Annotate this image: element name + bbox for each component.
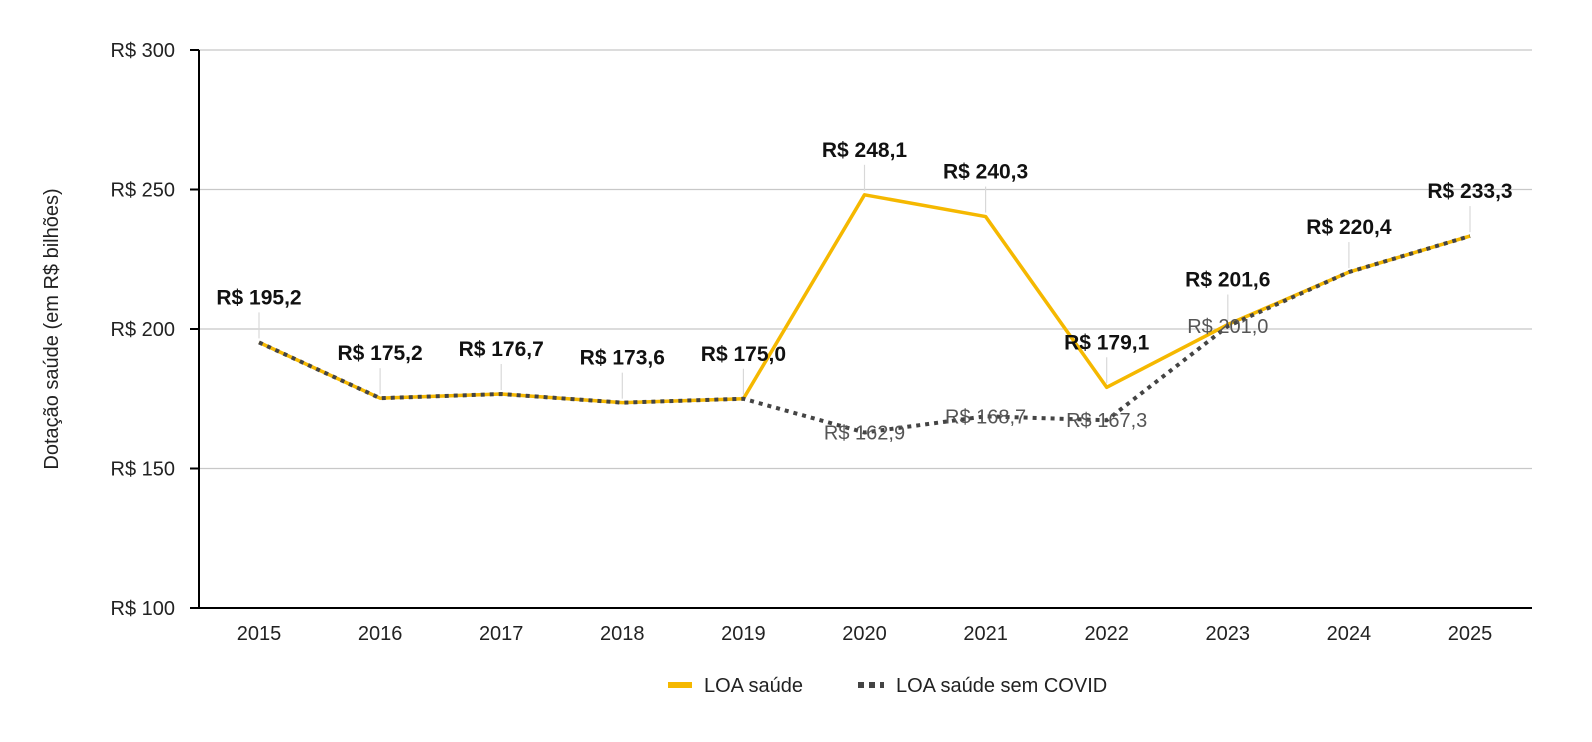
data-label-sem-covid: R$ 168,7: [945, 406, 1026, 428]
data-label: R$ 173,6: [580, 347, 665, 370]
legend-label-loa-saude-sem-covid: LOA saúde sem COVID: [896, 675, 1107, 697]
data-label: R$ 179,1: [1064, 331, 1150, 354]
y-tick-label: R$ 150: [111, 459, 176, 481]
y-tick-label: R$ 200: [111, 319, 176, 341]
axes: [198, 50, 1532, 609]
y-tick-label: R$ 250: [111, 180, 176, 202]
data-label: R$ 195,2: [216, 286, 301, 309]
x-tick-label: 2019: [721, 623, 766, 645]
data-label: R$ 201,6: [1185, 269, 1270, 292]
series-line-loa-saude-sem-covid: [258, 234, 1471, 435]
data-label: R$ 175,0: [701, 343, 786, 366]
x-tick-label: 2022: [1084, 623, 1129, 645]
data-label: R$ 248,1: [822, 139, 908, 162]
x-tick-label: 2016: [358, 623, 403, 645]
y-tick-label: R$ 300: [111, 40, 176, 62]
data-labels: R$ 195,2 R$ 175,2 R$ 176,7 R$ 173,6 R$ 175,0…: [216, 139, 1512, 445]
data-label-sem-covid: R$ 162,9: [824, 423, 905, 445]
data-label: R$ 176,7: [459, 338, 544, 361]
gridlines: [190, 49, 1532, 609]
x-tick-label: 2020: [842, 623, 887, 645]
y-tick-labels: R$ 100 R$ 150 R$ 200 R$ 250 R$ 300: [111, 40, 176, 620]
x-tick-label: 2018: [600, 623, 645, 645]
y-tick-label: R$ 100: [111, 598, 176, 620]
x-tick-label: 2025: [1448, 623, 1493, 645]
data-label: R$ 220,4: [1306, 216, 1392, 239]
x-tick-labels: 2015 2016 2017 2018 2019 2020 2021 2022 2023 2024…: [237, 623, 1493, 645]
x-tick-label: 2015: [237, 623, 282, 645]
data-label: R$ 240,3: [943, 161, 1028, 184]
legend: LOA saúde LOA saúde sem COVID: [668, 675, 1107, 697]
data-label: R$ 175,2: [337, 342, 422, 365]
data-label-sem-covid: R$ 201,0: [1187, 316, 1268, 338]
series-line-loa-saude: [258, 193, 1471, 405]
y-axis-title: Dotação saúde (em R$ bilhões): [41, 188, 63, 469]
data-label-sem-covid: R$ 167,3: [1066, 410, 1147, 432]
x-tick-label: 2024: [1327, 623, 1372, 645]
data-label: R$ 233,3: [1427, 180, 1512, 203]
x-tick-label: 2021: [963, 623, 1008, 645]
legend-label-loa-saude: LOA saúde: [704, 675, 803, 697]
x-tick-label: 2017: [479, 623, 524, 645]
x-tick-label: 2023: [1206, 623, 1251, 645]
series-lines: [258, 193, 1471, 435]
